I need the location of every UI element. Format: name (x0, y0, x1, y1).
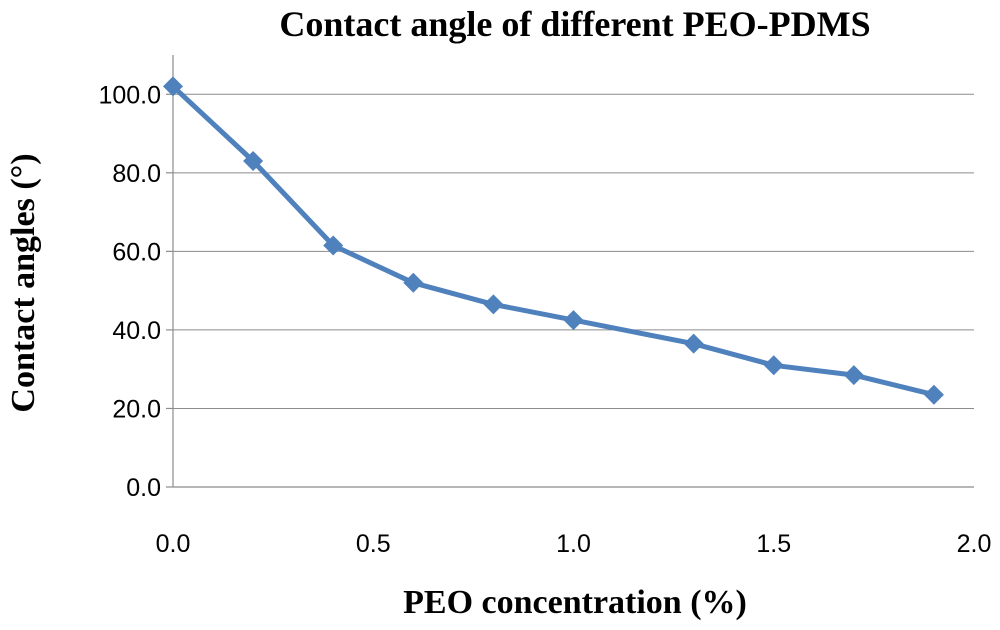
y-tick-label: 80.0 (112, 160, 161, 188)
y-tick-label: 40.0 (112, 317, 161, 345)
chart-title: Contact angle of different PEO-PDMS (279, 4, 870, 44)
y-tick-label: 20.0 (112, 395, 161, 423)
y-tick-label: 100.0 (98, 81, 161, 109)
y-tick-label: 0.0 (126, 474, 161, 502)
data-point-marker (684, 334, 704, 354)
data-point-marker (564, 310, 584, 330)
x-tick-label: 1.0 (556, 530, 591, 558)
data-point-marker (924, 385, 944, 405)
x-tick-label: 2.0 (957, 530, 992, 558)
series-layer (163, 76, 944, 404)
y-tick-label: 60.0 (112, 238, 161, 266)
x-tick-label: 0.5 (356, 530, 391, 558)
y-tick-labels: 0.0 20.0 40.0 60.0 80.0 100.0 (98, 81, 161, 502)
contact-angle-chart: Contact angle of different PEO-PDMS 0.0 2… (0, 0, 1000, 630)
data-point-marker (844, 365, 864, 385)
gridlines (173, 94, 974, 408)
data-point-marker (403, 273, 423, 293)
x-axis-title: PEO concentration (%) (403, 584, 747, 621)
x-tick-label: 0.0 (156, 530, 191, 558)
series-line (173, 86, 934, 394)
x-tick-label: 1.5 (756, 530, 791, 558)
data-point-marker (483, 294, 503, 314)
x-tick-labels: 0.0 0.5 1.0 1.5 2.0 (156, 530, 992, 558)
y-axis-title: Contact angles (°) (5, 153, 42, 412)
axes (166, 55, 974, 487)
data-point-marker (764, 355, 784, 375)
